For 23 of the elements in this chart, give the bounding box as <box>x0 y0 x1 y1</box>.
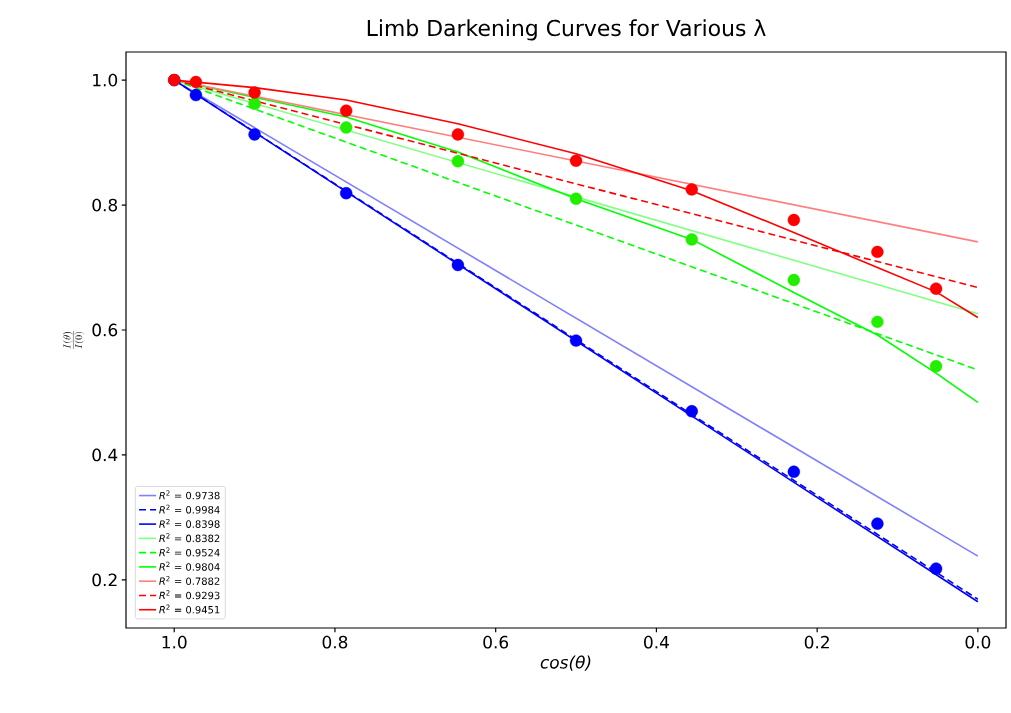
legend-label: R$^{2}$ = 0.9738 <box>159 490 220 500</box>
legend-label: R$^{2}$ = 0.9293 <box>159 590 220 600</box>
y-tick-label: 0.2 <box>92 573 117 587</box>
legend-label: R$^{2}$ = 0.8382 <box>159 533 220 543</box>
x-tick-label: 1.0 <box>162 635 187 649</box>
y-tick-label: 0.6 <box>92 323 118 337</box>
x-tick-label: 0.0 <box>965 635 991 649</box>
legend-label: R$^{2}$ = 0.9984 <box>159 504 220 514</box>
y-tick-label: 0.8 <box>92 198 118 212</box>
legend-label: R$^{2}$ = 0.9804 <box>159 561 220 571</box>
x-tick-label: 0.4 <box>644 635 669 649</box>
legend-label: R$^{2}$ = 0.8398 <box>159 518 220 528</box>
legend-label: R$^{2}$ = 0.9524 <box>159 547 220 557</box>
x-tick-label: 0.8 <box>322 635 348 649</box>
y-tick-label: 1.0 <box>93 73 118 87</box>
legend-label: R$^{2}$ = 0.9451 <box>159 604 220 614</box>
y-axis-title: $\frac{I(\theta)}{I(0)}$ <box>62 331 85 349</box>
y-tick-label: 0.4 <box>92 448 118 462</box>
legend-label: R$^{2}$ = 0.7882 <box>159 576 220 585</box>
x-tick-label: 0.6 <box>483 635 509 649</box>
x-axis-title: cos(θ) <box>540 655 591 671</box>
chart-title: Limb Darkening Curves for Various λ <box>367 19 766 41</box>
x-tick-label: 0.2 <box>804 635 829 649</box>
